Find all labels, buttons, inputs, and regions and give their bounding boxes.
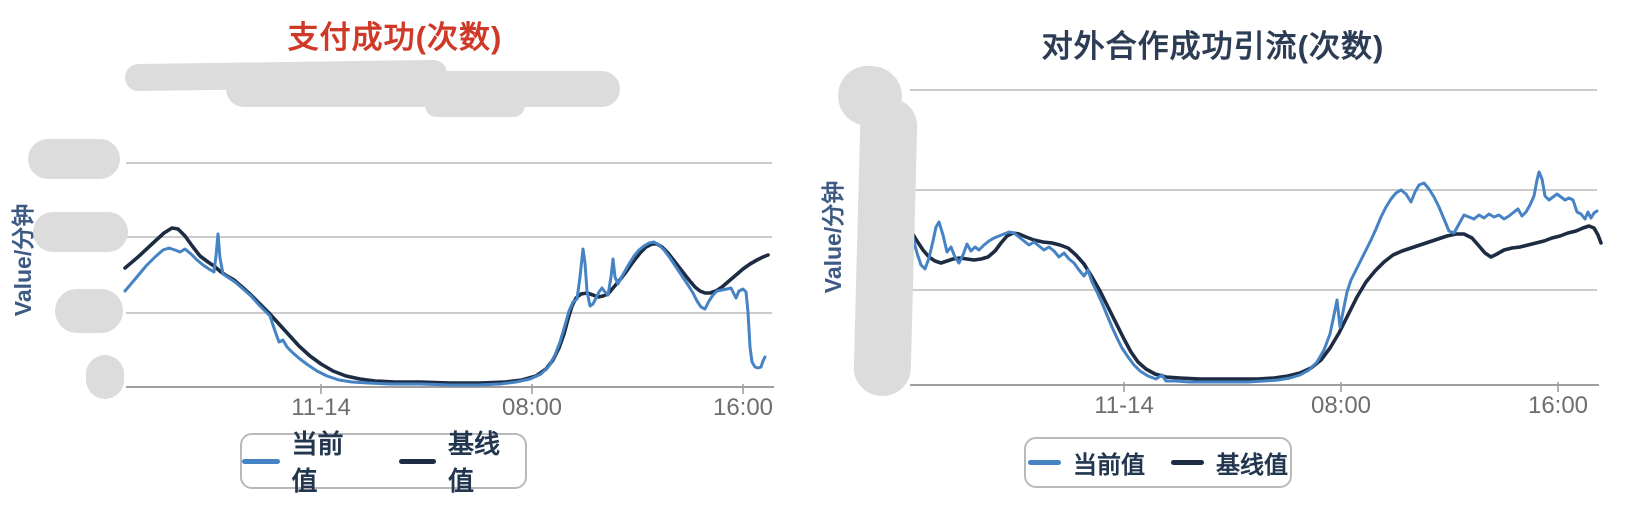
legend-item-baseline[interactable]: 基线值 — [1171, 445, 1288, 480]
payment-x-tick-1: 08:00 — [501, 394, 563, 421]
redaction-blob — [86, 355, 124, 399]
redaction-blob — [226, 71, 620, 107]
legend-label-baseline: 基线值 — [448, 429, 501, 496]
referral-x-tick-2: 16:00 — [1527, 392, 1589, 419]
baseline-line-swatch — [1171, 460, 1204, 465]
current-line-swatch — [1028, 460, 1061, 465]
baseline-line — [903, 220, 1603, 381]
redaction-blob — [853, 97, 918, 397]
legend-label-current: 当前值 — [291, 429, 344, 496]
payment-legend: 当前值 基线值 — [240, 429, 527, 496]
baseline-line — [123, 226, 770, 385]
payment-y-axis-label: Value/分钟 — [10, 203, 36, 317]
current-line — [123, 232, 767, 387]
redaction-blob — [55, 289, 123, 333]
payment-x-tick-2: 16:00 — [712, 394, 774, 421]
legend-item-baseline[interactable]: 基线值 — [398, 424, 526, 498]
payment-chart-title: 支付成功(次数) — [287, 20, 503, 55]
current-line-swatch — [242, 458, 280, 464]
referral-x-tick-0: 11-14 — [1094, 392, 1154, 419]
referral-x-tick-1: 08:00 — [1310, 392, 1372, 419]
legend-item-current[interactable]: 当前值 — [242, 424, 369, 498]
redaction-blob — [425, 94, 525, 117]
payment-x-tick-0: 11-14 — [291, 394, 351, 421]
baseline-line-swatch — [398, 458, 436, 464]
referral-legend: 当前值 基线值 — [1024, 437, 1292, 488]
referral-y-axis-label: Value/分钟 — [820, 180, 846, 294]
redaction-blob — [28, 139, 120, 179]
current-line — [903, 170, 1599, 384]
referral-chart-title: 对外合作成功引流(次数) — [1041, 29, 1385, 64]
redaction-blob — [33, 212, 128, 252]
legend-label-baseline: 基线值 — [1216, 452, 1288, 479]
legend-label-current: 当前值 — [1073, 452, 1145, 479]
legend-item-current[interactable]: 当前值 — [1028, 445, 1145, 480]
